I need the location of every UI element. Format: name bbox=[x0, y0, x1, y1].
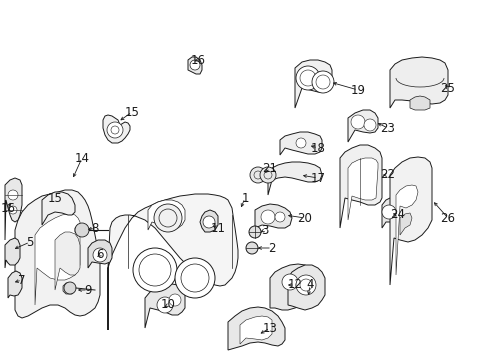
Polygon shape bbox=[63, 283, 74, 294]
Polygon shape bbox=[187, 57, 202, 74]
Polygon shape bbox=[389, 57, 447, 108]
Polygon shape bbox=[347, 110, 377, 142]
Circle shape bbox=[107, 122, 123, 138]
Text: 7: 7 bbox=[18, 274, 26, 287]
Circle shape bbox=[295, 66, 319, 90]
Text: 24: 24 bbox=[390, 208, 405, 221]
Circle shape bbox=[157, 297, 173, 313]
Text: 15: 15 bbox=[47, 192, 62, 204]
Circle shape bbox=[245, 242, 258, 254]
Text: 25: 25 bbox=[440, 81, 454, 94]
Text: 2: 2 bbox=[268, 242, 275, 255]
Circle shape bbox=[381, 205, 395, 219]
Text: 16: 16 bbox=[0, 202, 16, 215]
Polygon shape bbox=[269, 264, 311, 310]
Text: 4: 4 bbox=[305, 279, 313, 292]
Text: 10: 10 bbox=[160, 298, 175, 311]
Polygon shape bbox=[5, 238, 20, 268]
Polygon shape bbox=[389, 157, 431, 285]
Polygon shape bbox=[42, 192, 75, 225]
Polygon shape bbox=[294, 60, 331, 108]
Polygon shape bbox=[399, 213, 411, 235]
Circle shape bbox=[175, 258, 215, 298]
Circle shape bbox=[295, 279, 307, 291]
Text: 5: 5 bbox=[26, 235, 34, 248]
Polygon shape bbox=[88, 240, 112, 268]
Polygon shape bbox=[381, 198, 395, 228]
Polygon shape bbox=[55, 232, 80, 290]
Circle shape bbox=[248, 226, 261, 238]
Polygon shape bbox=[8, 271, 22, 298]
Text: 12: 12 bbox=[287, 279, 302, 292]
Polygon shape bbox=[227, 307, 285, 350]
Text: 8: 8 bbox=[91, 221, 99, 234]
Polygon shape bbox=[108, 194, 238, 330]
Polygon shape bbox=[395, 185, 417, 275]
Circle shape bbox=[311, 71, 333, 93]
Text: 6: 6 bbox=[96, 248, 103, 261]
Polygon shape bbox=[347, 158, 377, 220]
Text: 16: 16 bbox=[190, 54, 205, 67]
Text: 13: 13 bbox=[262, 321, 277, 334]
Text: 18: 18 bbox=[310, 141, 325, 154]
Circle shape bbox=[190, 60, 200, 70]
Circle shape bbox=[93, 248, 107, 262]
Text: 14: 14 bbox=[74, 152, 89, 165]
Circle shape bbox=[8, 190, 18, 200]
Text: 26: 26 bbox=[440, 211, 454, 225]
Text: 19: 19 bbox=[350, 84, 365, 96]
Circle shape bbox=[203, 216, 215, 228]
Circle shape bbox=[64, 282, 76, 294]
Circle shape bbox=[75, 223, 89, 237]
Polygon shape bbox=[75, 225, 87, 235]
Circle shape bbox=[169, 294, 181, 306]
Polygon shape bbox=[409, 96, 429, 110]
Circle shape bbox=[295, 138, 305, 148]
Text: 17: 17 bbox=[310, 171, 325, 184]
Polygon shape bbox=[254, 204, 291, 228]
Circle shape bbox=[282, 274, 297, 290]
Text: 22: 22 bbox=[380, 168, 395, 181]
Text: 21: 21 bbox=[262, 162, 277, 175]
Polygon shape bbox=[103, 115, 130, 143]
Polygon shape bbox=[148, 200, 184, 230]
Circle shape bbox=[9, 206, 17, 214]
Circle shape bbox=[274, 212, 285, 222]
Polygon shape bbox=[267, 162, 321, 195]
Circle shape bbox=[154, 204, 182, 232]
Circle shape bbox=[260, 167, 275, 183]
Circle shape bbox=[295, 275, 315, 295]
Text: 1: 1 bbox=[241, 192, 248, 204]
Polygon shape bbox=[240, 316, 271, 344]
Circle shape bbox=[261, 210, 274, 224]
Polygon shape bbox=[35, 214, 80, 305]
Text: 3: 3 bbox=[261, 224, 268, 237]
Text: 11: 11 bbox=[210, 221, 225, 234]
Polygon shape bbox=[287, 265, 325, 310]
Text: 9: 9 bbox=[84, 284, 92, 297]
Polygon shape bbox=[280, 132, 321, 155]
Text: 23: 23 bbox=[380, 122, 395, 135]
Polygon shape bbox=[5, 178, 22, 240]
Polygon shape bbox=[15, 190, 100, 318]
Circle shape bbox=[363, 119, 375, 131]
Circle shape bbox=[249, 167, 265, 183]
Circle shape bbox=[133, 248, 177, 292]
Polygon shape bbox=[200, 210, 218, 232]
Circle shape bbox=[350, 115, 364, 129]
Polygon shape bbox=[145, 284, 184, 328]
Text: 20: 20 bbox=[297, 211, 312, 225]
Polygon shape bbox=[339, 145, 381, 228]
Text: 15: 15 bbox=[124, 105, 139, 118]
